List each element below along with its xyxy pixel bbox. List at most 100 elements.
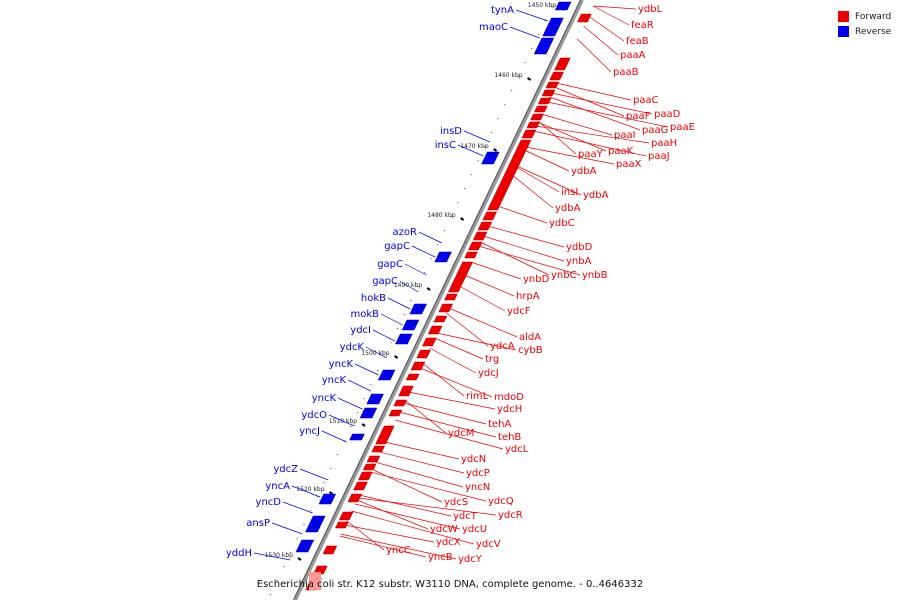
forward-gene-label: yncB [428,552,453,563]
reverse-gene-label: maoC [479,22,508,33]
guide-dot [537,34,539,36]
reverse-gene-block [318,493,337,505]
forward-gene-label: yncN [465,482,490,493]
reverse-gene-block [395,333,413,345]
guide-dot [457,202,459,204]
forward-gene-connector [395,419,504,450]
forward-gene-label: paaE [670,122,695,133]
forward-gene-connector [554,86,625,117]
forward-gene-label: tehA [488,419,511,430]
reverse-gene-connector [463,130,491,143]
forward-gene-connector [374,461,464,488]
forward-gene-connector [404,399,447,434]
forward-gene-label: paaB [613,67,639,78]
forward-gene-block [362,463,377,471]
reverse-gene-label: yncK [312,393,337,404]
reverse-gene-connector [291,485,321,498]
forward-gene-connector [422,362,465,397]
reverse-gene-label: ydcI [350,325,371,336]
forward-gene-label: cybB [518,345,543,356]
forward-gene-block [537,97,552,105]
forward-gene-connector [487,225,565,248]
forward-gene-connector [547,101,669,128]
reverse-gene-connector [337,397,363,410]
forward-gene-label: trg [485,354,499,365]
guide-dot [450,216,452,218]
forward-gene-label: hrpA [516,291,540,302]
forward-gene-label: tehB [498,432,521,443]
forward-gene-connector [593,5,637,10]
forward-gene-block [416,349,431,359]
forward-gene-connector [556,82,632,101]
forward-gene-block [393,399,408,407]
forward-gene-label: insI [561,187,578,198]
guide-dot [269,594,272,596]
reverse-gene-connector [253,552,291,561]
forward-gene-label: paaC [633,95,659,106]
forward-gene-label: ynbA [566,256,592,267]
forward-gene-connector [419,367,493,398]
reverse-gene-label: ydcK [340,342,365,353]
forward-gene-connector [549,96,641,131]
forward-gene-label: ydcR [498,510,523,521]
guide-dot [524,62,526,64]
forward-gene-block [541,89,556,97]
guide-dot [544,20,546,22]
reverse-gene-label: tynA [491,5,514,16]
reverse-gene-block [377,369,396,381]
tick-mark [460,217,465,221]
forward-gene-block [335,521,349,529]
reverse-gene-block [533,37,555,55]
legend-forward-label: Forward [855,11,892,22]
guide-dot [370,384,372,386]
forward-gene-connector [592,5,630,26]
guide-dot [443,230,446,232]
forward-gene-connector [448,307,518,338]
guide-dot [330,468,332,470]
guide-dot [464,188,466,190]
forward-gene-connector [478,245,581,276]
reverse-gene-block [349,433,365,441]
forward-gene-label: ydbD [566,242,593,253]
tick-mark [426,287,431,291]
reverse-gene-block [409,303,427,315]
reverse-gene-connector [399,280,419,293]
reverse-gene-label: ydcO [301,410,327,421]
tick-label: 1450 kbp [528,2,556,9]
forward-gene-block [530,113,544,121]
guide-dot [303,524,305,526]
tick-mark [394,355,399,359]
legend-forward: Forward [838,9,891,24]
forward-gene-connector [446,312,489,347]
tick-label: 1470 kbp [460,143,488,150]
forward-gene-label: ydcH [497,404,522,415]
forward-gene-connector [357,497,497,516]
forward-gene-block [472,231,488,241]
reverse-gene-label: azoR [393,227,417,238]
guide-dot [289,552,292,554]
guide-dot [316,496,318,498]
legend-reverse: Reverse [838,24,891,39]
forward-gene-connector [351,510,475,545]
guide-dot [497,118,499,120]
forward-gene-connector [384,441,460,460]
guide-dot [437,244,439,246]
reverse-gene-block [542,17,564,37]
reverse-gene-label: yncK [329,359,354,370]
forward-gene-connector [577,38,612,73]
forward-gene-label: ydcL [505,444,529,455]
forward-gene-block [353,481,368,491]
forward-gene-connector [436,332,517,351]
forward-gene-connector [379,451,465,474]
forward-gene-label: ydbA [583,190,609,201]
reverse-gene-connector [354,363,379,376]
forward-gene-block [405,373,420,381]
forward-gene-label: ynbB [582,270,608,281]
reverse-gene-block [481,151,500,165]
reverse-gene-label: yncK [322,375,347,386]
guide-dot [363,398,365,400]
guide-dot [390,342,392,344]
forward-gene-label: mdoD [494,392,524,403]
forward-gene-block [438,303,453,313]
forward-gene-connector [551,92,653,115]
